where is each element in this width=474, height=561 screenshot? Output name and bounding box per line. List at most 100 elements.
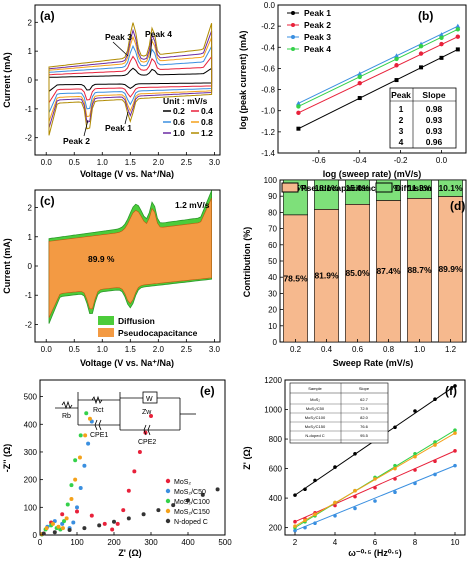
data-point <box>455 23 461 29</box>
table-slope-cell: 0.96 <box>426 137 443 147</box>
diffusion-value-label: 18.1% <box>314 183 339 193</box>
nyquist-point <box>132 469 137 474</box>
warburg-point <box>353 494 357 499</box>
warburg-point <box>393 490 397 494</box>
e-ytick-label: 400 <box>24 420 38 429</box>
c-xtick-label: 2.0 <box>153 345 165 354</box>
warburg-point <box>433 440 437 444</box>
warburg-point <box>453 463 457 468</box>
pseudo-value-label: 88.7% <box>407 265 432 275</box>
legend-e-label: MoS₂ <box>174 479 191 486</box>
nyquist-point <box>110 527 115 532</box>
y-ticks-b: 0.0 -0.2 -0.4 -0.6 -0.8 -1.0 -1.2 -1.4 <box>261 1 281 158</box>
warburg-point <box>303 525 307 530</box>
f-ytick-label: 600 <box>269 465 283 474</box>
pseudo-value-label: 85.0% <box>345 268 370 278</box>
c-ytick-label: 1 <box>28 233 33 242</box>
a-xtick-label: 1.5 <box>125 158 137 167</box>
warburg-point <box>353 452 357 456</box>
warburg-point <box>373 477 377 481</box>
warburg-point <box>413 409 417 413</box>
a-xtick-label: 1.0 <box>97 158 109 167</box>
nyquist-point <box>82 463 87 468</box>
table-slope-cell: 0.93 <box>426 126 443 136</box>
nyquist-point <box>89 513 94 518</box>
circuit-label-cpe1: CPE1 <box>90 432 108 439</box>
table-header-slope: Slope <box>422 90 445 100</box>
legend-b-marker <box>291 11 295 15</box>
nyquist-point <box>156 508 161 513</box>
e-xtick-label: 300 <box>144 538 158 547</box>
legend-a-label: 1.0 <box>173 128 185 138</box>
panel-label-b: (b) <box>418 9 433 23</box>
d-ytick-label: 60 <box>268 241 277 250</box>
warburg-point <box>353 488 357 493</box>
nyquist-point <box>121 508 126 513</box>
d-ytick-label: 0 <box>273 338 278 347</box>
data-point <box>357 74 362 80</box>
legend-label-diffusion: Diffusion <box>118 316 155 326</box>
bar-diffusion <box>438 179 463 197</box>
data-point <box>439 35 444 40</box>
b-xtick-label: -0.2 <box>394 156 408 165</box>
e-xtick-label: 200 <box>107 538 121 547</box>
legend-b-label: Peak 2 <box>304 20 331 30</box>
legend-e-marker <box>165 498 171 504</box>
bar-diffusion <box>345 179 370 205</box>
d-xtick-label: 1.2 <box>445 345 457 354</box>
b-xtick-label: 0.0 <box>436 156 448 165</box>
legend-c: Diffusion Pseudocapacitance <box>98 316 198 338</box>
circuit-label-cpe2: CPE2 <box>138 439 156 446</box>
table-f-slope-cell: 82.0 <box>360 415 369 420</box>
cv-curve-0.8 <box>48 35 213 122</box>
table-f-sample-cell: MoS₂/C100 <box>305 415 326 420</box>
x-ticks-c: 0.0 0.5 1.0 1.5 2.0 2.5 3.0 <box>41 339 221 354</box>
peak-4-label: Peak 4 <box>145 29 172 39</box>
legend-b-label: Peak 3 <box>304 32 331 42</box>
y-axis-label-d: Contribution (%) <box>242 227 252 297</box>
warburg-point <box>393 466 397 471</box>
d-ytick-label: 80 <box>268 208 277 217</box>
warburg-point <box>313 512 317 517</box>
d-ytick-label: 20 <box>268 306 277 315</box>
e-ytick-label: 200 <box>24 476 38 485</box>
y-ticks-e: 0 100 200 300 400 500 <box>24 393 43 540</box>
legend-swatch-diffusion <box>375 182 393 193</box>
d-ytick-label: 70 <box>268 225 277 234</box>
bar-diffusion <box>407 179 432 199</box>
nyquist-point <box>186 498 190 503</box>
panel-c: 1.2 mV/s 89.9 % Diffusion Pseudocapacita… <box>2 189 221 368</box>
e-xtick-label: 400 <box>181 538 195 547</box>
y-axis-label-b: log (peak current) (mA) <box>238 30 248 129</box>
b-xtick-label: -0.4 <box>353 156 367 165</box>
c-xtick-label: 1.5 <box>125 345 137 354</box>
warburg-point <box>313 478 317 483</box>
y-axis-label-a: Current (mA) <box>2 52 12 108</box>
circuit-label-rct: Rct <box>93 407 104 414</box>
warburg-point <box>293 493 297 497</box>
f-ytick-label: 200 <box>269 524 283 533</box>
warburg-point <box>433 443 437 447</box>
nyquist-points <box>39 411 220 537</box>
diffusion-value-label: 10.1% <box>438 183 463 193</box>
nyquist-point <box>44 526 49 531</box>
a-xtick-label: 0.0 <box>41 158 53 167</box>
bar-pseudocapacitance <box>407 198 432 343</box>
f-xtick-label: 4 <box>333 538 338 547</box>
legend-a-title: Unit : mV/s <box>163 96 208 106</box>
warburg-point <box>293 528 297 533</box>
pseudo-value-label: 89.9% <box>438 264 463 274</box>
peak-3-arrow <box>112 41 129 57</box>
f-xtick-label: 6 <box>373 538 378 547</box>
sweep-rate-text: 1.2 mV/s <box>175 200 210 210</box>
a-ytick-label: 0 <box>28 76 33 85</box>
warburg-point <box>433 459 437 463</box>
nyquist-point <box>64 516 69 521</box>
nyquist-point <box>200 492 205 497</box>
cv-contribution-area <box>48 190 212 324</box>
nyquist-point <box>112 519 116 524</box>
legend-b: Peak 1 Peak 2 Peak 3 Peak 4 <box>287 8 331 54</box>
panel-label-f: (f) <box>445 384 457 398</box>
panel-label-c: (c) <box>40 194 55 208</box>
c-ytick-label: 0 <box>28 262 33 271</box>
